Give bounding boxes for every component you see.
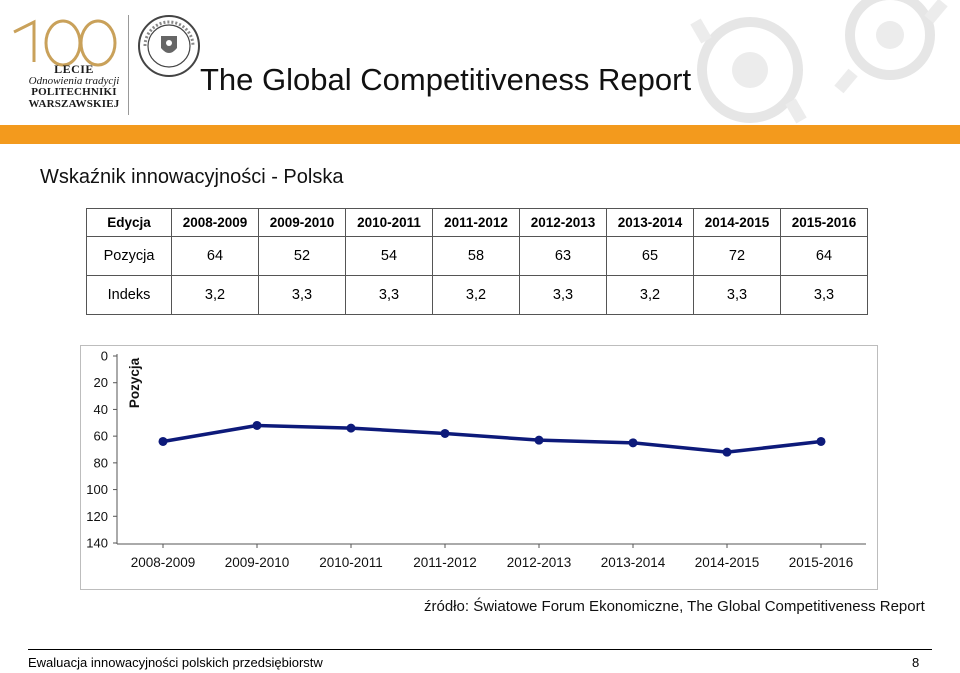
chart-frame bbox=[80, 345, 878, 590]
y-tick-label: 40 bbox=[94, 402, 108, 417]
gear-decoration-icon bbox=[690, 0, 948, 124]
table-cell: 58 bbox=[432, 236, 520, 276]
table-cell: 3,3 bbox=[693, 275, 781, 315]
table-header-cell: 2011-2012 bbox=[432, 208, 520, 237]
table-cell: 64 bbox=[171, 236, 259, 276]
table-cell: 63 bbox=[519, 236, 607, 276]
data-point bbox=[346, 423, 356, 433]
table-header-cell: 2015-2016 bbox=[780, 208, 868, 237]
page-title: The Global Competitiveness Report bbox=[200, 62, 692, 97]
x-tick-label: 2009-2010 bbox=[225, 555, 290, 570]
table-cell: 65 bbox=[606, 236, 694, 276]
table-cell: 3,3 bbox=[258, 275, 346, 315]
table-header-row: Edycja 2008-2009 2009-2010 2010-2011 201… bbox=[86, 208, 868, 237]
footer-divider bbox=[28, 649, 932, 650]
table-header-cell: 2010-2011 bbox=[345, 208, 433, 237]
source-note: źródło: Światowe Forum Ekonomiczne, The … bbox=[424, 598, 925, 615]
table-cell: 3,3 bbox=[345, 275, 433, 315]
table-cell: 3,3 bbox=[519, 275, 607, 315]
accent-bar bbox=[0, 125, 960, 144]
data-point bbox=[158, 436, 168, 446]
y-axis-label: Pozycja bbox=[127, 357, 142, 408]
data-point bbox=[252, 420, 262, 430]
footer-text: Ewaluacja innowacyjności polskich przeds… bbox=[28, 655, 323, 670]
logo-line-4: WARSZAWSKIEJ bbox=[28, 97, 120, 110]
data-point bbox=[534, 435, 544, 445]
data-point bbox=[440, 428, 450, 438]
logo-line-3: POLITECHNIKI bbox=[31, 86, 117, 98]
series-line bbox=[162, 423, 822, 454]
data-point bbox=[816, 436, 826, 446]
centenary-logo-icon bbox=[13, 19, 117, 67]
centenary-logo-text: LECIE Odnowienia tradycji POLITECHNIKI W… bbox=[24, 62, 124, 110]
y-tick-label: 60 bbox=[94, 429, 108, 444]
ranking-table: Edycja 2008-2009 2009-2010 2010-2011 201… bbox=[86, 208, 868, 315]
logo-line-2: Odnowienia tradycji bbox=[28, 74, 120, 87]
table-header-cell: 2013-2014 bbox=[606, 208, 694, 237]
header: LECIE Odnowienia tradycji POLITECHNIKI W… bbox=[0, 0, 960, 125]
logo-line-1: LECIE bbox=[54, 62, 94, 76]
table-row: Pozycja 64 52 54 58 63 65 72 64 bbox=[86, 236, 868, 276]
y-tick-label: 0 bbox=[101, 349, 108, 364]
x-tick-label: 2011-2012 bbox=[413, 555, 477, 570]
x-tick-label: 2010-2011 bbox=[319, 555, 383, 570]
table-row: Indeks 3,2 3,3 3,3 3,2 3,3 3,2 3,3 3,3 bbox=[86, 275, 868, 315]
x-tick-label: 2013-2014 bbox=[601, 555, 666, 570]
table-header-cell: 2009-2010 bbox=[258, 208, 346, 237]
x-tick-label: 2012-2013 bbox=[507, 555, 572, 570]
y-tick-label: 100 bbox=[86, 482, 108, 497]
y-tick-label: 20 bbox=[94, 375, 108, 390]
y-tick-label: 120 bbox=[86, 509, 108, 524]
table-cell: 52 bbox=[258, 236, 346, 276]
page-number: 8 bbox=[912, 655, 920, 670]
x-tick-label: 2015-2016 bbox=[789, 555, 854, 570]
table-header-cell: 2008-2009 bbox=[171, 208, 259, 237]
table-cell: 3,2 bbox=[171, 275, 259, 315]
y-tick-label: 140 bbox=[86, 536, 108, 551]
x-tick-label: 2014-2015 bbox=[695, 555, 760, 570]
x-tick-label: 2008-2009 bbox=[131, 555, 196, 570]
data-point bbox=[628, 438, 638, 448]
table-cell: Pozycja bbox=[86, 236, 172, 276]
table-header-cell: 2014-2015 bbox=[693, 208, 781, 237]
header-divider bbox=[128, 15, 129, 115]
table-header-cell: Edycja bbox=[86, 208, 172, 237]
data-point bbox=[722, 447, 732, 457]
table-header-cell: 2012-2013 bbox=[519, 208, 607, 237]
table-cell: 3,2 bbox=[606, 275, 694, 315]
table-cell: 72 bbox=[693, 236, 781, 276]
y-tick-label: 80 bbox=[94, 455, 108, 470]
table-cell: Indeks bbox=[86, 275, 172, 315]
ranking-line-chart: 0 20 40 60 80 100 120 140 2008-2009 2009-2010 201… bbox=[80, 345, 878, 590]
table-cell: 3,3 bbox=[780, 275, 868, 315]
slide-subtitle: Wskaźnik innowacyjności - Polska bbox=[40, 166, 344, 188]
table-cell: 3,2 bbox=[432, 275, 520, 315]
table-cell: 54 bbox=[345, 236, 433, 276]
table-cell: 64 bbox=[780, 236, 868, 276]
university-seal-icon bbox=[138, 15, 200, 77]
